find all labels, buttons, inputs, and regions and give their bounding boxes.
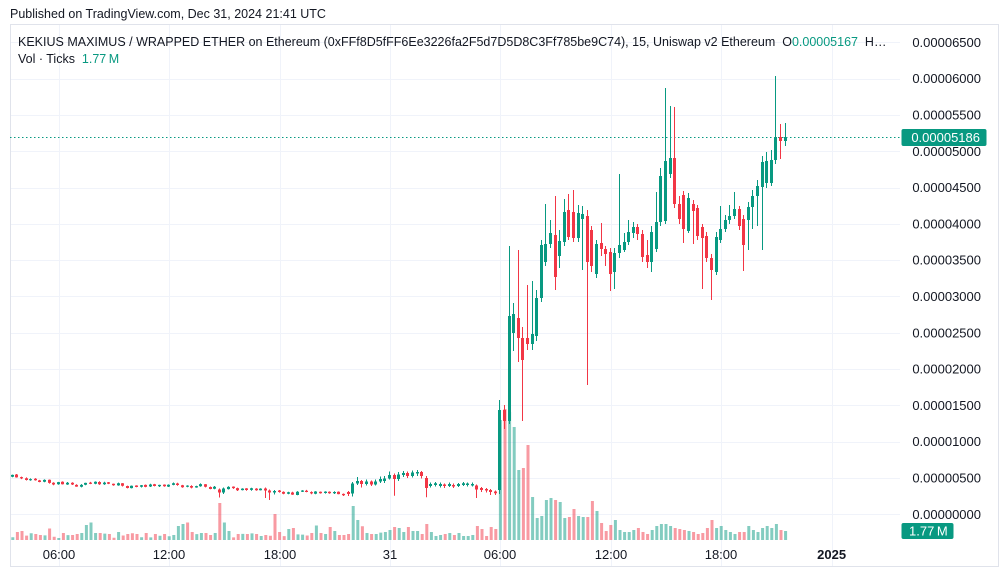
svg-text:0.00003000: 0.00003000 [912, 289, 981, 304]
svg-text:0.00001000: 0.00001000 [912, 434, 981, 449]
svg-text:2025: 2025 [817, 547, 846, 562]
svg-text:18:00: 18:00 [264, 547, 297, 562]
svg-text:0.00000000: 0.00000000 [912, 507, 981, 522]
svg-text:0.00006500: 0.00006500 [912, 35, 981, 50]
svg-text:KEKIUS MAXIMUS / WRAPPED ETHER: KEKIUS MAXIMUS / WRAPPED ETHER on Ethere… [18, 35, 886, 49]
svg-text:Published on TradingView.com,: Published on TradingView.com, Dec 31, 20… [10, 7, 326, 21]
svg-text:Vol · Ticks 1.77 M: Vol · Ticks 1.77 M [18, 52, 119, 66]
svg-text:0.00004500: 0.00004500 [912, 180, 981, 195]
svg-text:0.00001500: 0.00001500 [912, 398, 981, 413]
svg-text:0.00003500: 0.00003500 [912, 253, 981, 268]
svg-text:06:00: 06:00 [484, 547, 517, 562]
svg-text:0.00005000: 0.00005000 [912, 144, 981, 159]
svg-text:12:00: 12:00 [595, 547, 628, 562]
svg-text:18:00: 18:00 [705, 547, 738, 562]
svg-text:0.00005500: 0.00005500 [912, 108, 981, 123]
svg-text:0.00006000: 0.00006000 [912, 71, 981, 86]
svg-text:06:00: 06:00 [43, 547, 76, 562]
svg-text:0.00004000: 0.00004000 [912, 216, 981, 231]
svg-text:12:00: 12:00 [153, 547, 186, 562]
svg-text:1.77 M: 1.77 M [909, 524, 948, 539]
svg-text:0.00000500: 0.00000500 [912, 471, 981, 486]
svg-text:0.00002000: 0.00002000 [912, 362, 981, 377]
svg-text:0.00002500: 0.00002500 [912, 325, 981, 340]
svg-text:31: 31 [383, 547, 397, 562]
svg-text:0.00005186: 0.00005186 [911, 130, 980, 145]
